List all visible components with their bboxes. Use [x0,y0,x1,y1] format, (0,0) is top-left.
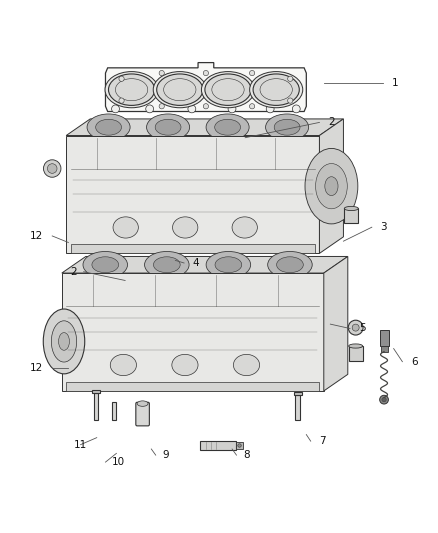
Ellipse shape [201,71,254,108]
Circle shape [43,160,61,177]
Text: 2: 2 [71,266,77,277]
Text: 3: 3 [381,222,387,232]
Ellipse shape [344,206,358,211]
Polygon shape [381,346,388,352]
Polygon shape [236,442,243,449]
Ellipse shape [274,119,300,135]
Ellipse shape [145,252,189,278]
Ellipse shape [43,309,85,374]
Circle shape [173,259,187,272]
Circle shape [266,105,274,113]
Circle shape [238,444,241,447]
Ellipse shape [268,252,312,278]
Polygon shape [319,119,343,253]
Circle shape [352,324,359,331]
Polygon shape [66,119,343,135]
Circle shape [119,98,124,103]
Ellipse shape [206,252,251,278]
Circle shape [47,164,57,173]
Ellipse shape [147,114,190,141]
Ellipse shape [110,354,137,376]
Ellipse shape [250,71,303,108]
Polygon shape [94,393,98,420]
Polygon shape [293,392,301,395]
Ellipse shape [173,217,198,238]
Polygon shape [66,135,319,253]
Polygon shape [349,346,363,360]
Ellipse shape [155,119,181,135]
Circle shape [119,76,124,82]
Circle shape [112,105,120,113]
Text: 12: 12 [30,363,43,373]
Ellipse shape [205,74,251,106]
Ellipse shape [325,177,338,196]
Ellipse shape [153,71,206,108]
Ellipse shape [315,164,347,209]
Circle shape [203,103,208,109]
Text: 6: 6 [411,357,418,367]
Ellipse shape [172,354,198,376]
Text: 9: 9 [162,450,169,460]
Ellipse shape [153,257,180,273]
Circle shape [250,70,255,76]
Circle shape [159,103,164,109]
Polygon shape [62,273,324,391]
Circle shape [288,76,293,82]
Ellipse shape [157,74,203,106]
Polygon shape [71,244,315,253]
Text: 8: 8 [243,450,250,460]
Ellipse shape [215,257,242,273]
Circle shape [159,70,164,76]
Ellipse shape [83,252,127,278]
Ellipse shape [206,114,249,141]
Ellipse shape [105,71,158,108]
Ellipse shape [137,401,148,406]
Ellipse shape [215,119,240,135]
Polygon shape [92,390,100,393]
Circle shape [228,105,236,113]
Ellipse shape [51,321,77,362]
Ellipse shape [113,217,138,238]
Text: 2: 2 [328,117,335,127]
Text: 5: 5 [359,324,365,334]
Circle shape [146,105,154,113]
Circle shape [380,395,389,404]
Text: 12: 12 [30,231,43,241]
Ellipse shape [95,119,121,135]
Text: 1: 1 [392,78,398,88]
Ellipse shape [87,114,130,141]
Circle shape [177,262,184,270]
Ellipse shape [305,148,358,224]
Text: 7: 7 [319,436,326,446]
Polygon shape [66,382,319,391]
Polygon shape [380,330,389,346]
Ellipse shape [233,354,260,376]
Ellipse shape [276,257,303,273]
Polygon shape [62,256,348,273]
Circle shape [348,320,363,335]
Circle shape [250,103,255,109]
Text: 11: 11 [74,440,87,450]
Polygon shape [344,208,358,223]
Ellipse shape [59,333,70,350]
FancyBboxPatch shape [136,402,149,426]
Text: 4: 4 [193,258,199,268]
Polygon shape [324,256,348,391]
Circle shape [188,105,196,113]
Polygon shape [112,402,117,420]
Polygon shape [200,441,236,450]
Circle shape [288,98,293,103]
Circle shape [292,105,300,113]
Polygon shape [295,395,300,420]
Ellipse shape [232,217,258,238]
Ellipse shape [109,74,155,106]
Polygon shape [106,62,306,111]
Ellipse shape [265,114,309,141]
Ellipse shape [253,74,299,106]
Circle shape [203,70,208,76]
Text: 10: 10 [112,457,125,467]
Ellipse shape [92,257,119,273]
Circle shape [382,398,386,402]
Ellipse shape [349,344,363,348]
